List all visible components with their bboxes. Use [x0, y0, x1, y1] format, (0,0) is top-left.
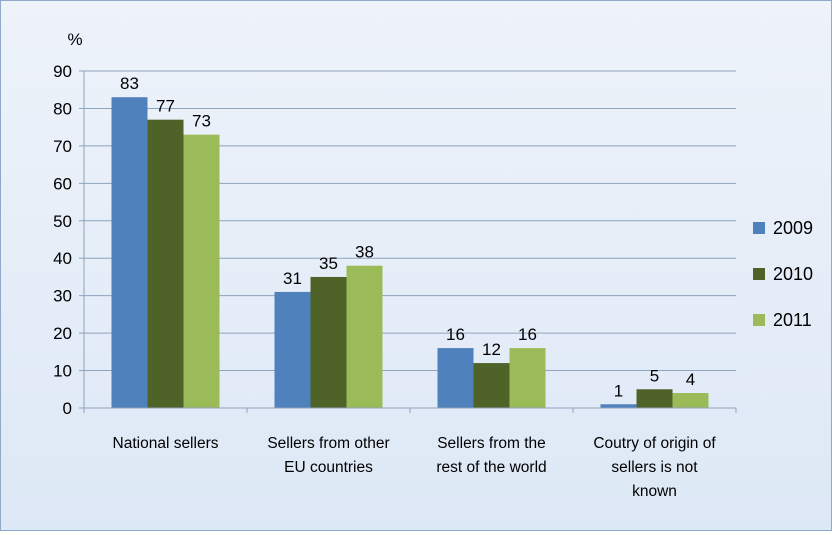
bar-2009-1 — [274, 291, 311, 408]
bar-2011-0 — [183, 134, 220, 408]
y-tick-label-0: 0 — [63, 399, 72, 418]
category-label-line: Sellers from the — [437, 435, 546, 452]
legend-swatch-2010 — [753, 268, 765, 280]
y-axis-ticks: 0 10 20 30 40 50 60 70 80 90 — [53, 62, 72, 418]
bar-2010-1 — [310, 276, 347, 408]
category-label-2: Sellers from the rest of the world — [436, 435, 546, 476]
category-labels: National sellers Sellers from other EU cou… — [113, 435, 717, 500]
legend-label-2010: 2010 — [773, 264, 813, 284]
data-label-2009-3: 1 — [614, 381, 623, 400]
category-label-line: Sellers from other — [267, 435, 389, 452]
category-label-line: EU countries — [284, 459, 373, 476]
data-label-2010-0: 77 — [156, 97, 175, 116]
bar-2009-3 — [600, 404, 637, 408]
data-label-2010-2: 12 — [482, 340, 501, 359]
bar-2009-2 — [437, 348, 474, 408]
y-tick-label-20: 20 — [53, 324, 72, 343]
category-label-line: sellers is not — [611, 459, 698, 476]
category-label-line: National sellers — [113, 435, 219, 452]
data-label-2010-1: 35 — [319, 254, 338, 273]
bar-2011-2 — [509, 348, 546, 408]
bar-2011-3 — [672, 393, 709, 408]
y-tick-label-40: 40 — [53, 249, 72, 268]
y-axis-unit-label: % — [67, 30, 82, 49]
data-label-2011-3: 4 — [686, 370, 695, 389]
category-label-line: known — [632, 483, 677, 500]
bar-2010-3 — [636, 389, 673, 408]
category-label-line: Coutry of origin of — [593, 435, 716, 452]
bar-2011-1 — [346, 265, 383, 408]
legend: 2009 2010 2011 — [753, 218, 813, 330]
legend-label-2011: 2011 — [773, 310, 812, 330]
category-label-0: National sellers — [113, 435, 219, 452]
y-tick-label-50: 50 — [53, 212, 72, 231]
data-label-2011-0: 73 — [192, 112, 211, 131]
y-tick-label-80: 80 — [53, 99, 72, 118]
category-label-1: Sellers from other EU countries — [267, 435, 389, 476]
data-label-2011-1: 38 — [355, 243, 374, 262]
data-label-2010-3: 5 — [650, 366, 659, 385]
bars — [111, 97, 709, 408]
y-tick-label-60: 60 — [53, 174, 72, 193]
category-label-line: rest of the world — [436, 459, 546, 476]
y-tick-label-10: 10 — [53, 362, 72, 381]
legend-swatch-2011 — [753, 314, 765, 326]
data-label-2009-0: 83 — [120, 74, 139, 93]
y-tick-label-70: 70 — [53, 137, 72, 156]
data-label-2009-1: 31 — [283, 269, 302, 288]
legend-label-2009: 2009 — [773, 218, 813, 238]
category-label-3: Coutry of origin of sellers is not known — [593, 435, 716, 500]
axes — [79, 70, 737, 413]
y-tick-label-30: 30 — [53, 287, 72, 306]
bar-2010-0 — [147, 119, 184, 408]
bar-2010-2 — [473, 363, 510, 408]
data-labels: 83 31 16 1 77 35 12 5 73 38 16 4 — [120, 74, 695, 400]
legend-swatch-2009 — [753, 222, 765, 234]
y-tick-label-90: 90 — [53, 62, 72, 81]
data-label-2009-2: 16 — [446, 325, 465, 344]
data-label-2011-2: 16 — [518, 325, 537, 344]
bar-2009-0 — [111, 97, 148, 408]
